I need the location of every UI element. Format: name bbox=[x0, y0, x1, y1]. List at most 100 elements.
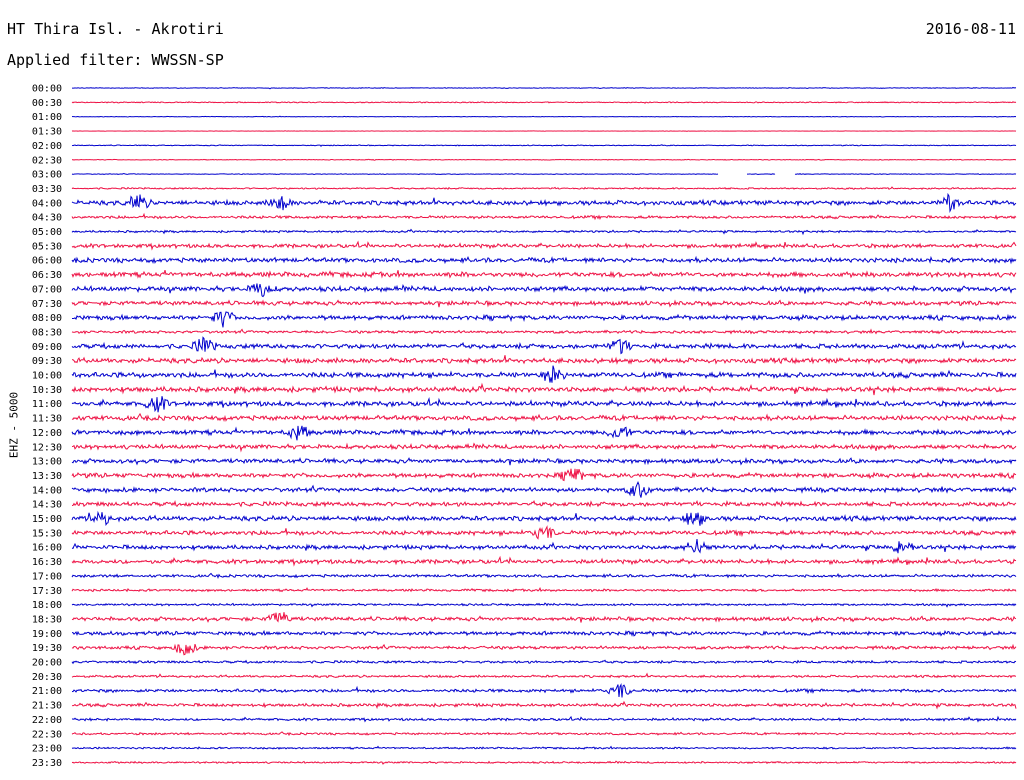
row-time-label: 03:00 bbox=[32, 170, 62, 181]
seismic-trace bbox=[71, 442, 1017, 453]
row-time-label: 12:00 bbox=[32, 428, 62, 439]
row-time-label: 03:30 bbox=[32, 184, 62, 195]
row-time-label: 11:30 bbox=[32, 414, 62, 425]
row-time-label: 21:30 bbox=[32, 701, 62, 712]
row-time-label: 01:00 bbox=[32, 112, 62, 123]
seismic-trace bbox=[71, 457, 1017, 466]
row-time-label: 22:30 bbox=[32, 729, 62, 740]
seismic-trace bbox=[71, 468, 1017, 482]
seismic-trace bbox=[71, 672, 1017, 679]
seismic-trace bbox=[71, 555, 1017, 567]
seismic-trace bbox=[71, 412, 1017, 423]
seismic-trace bbox=[71, 228, 1017, 236]
station-title: HT Thira Isl. - Akrotiri bbox=[7, 20, 224, 38]
seismic-trace bbox=[71, 538, 1017, 554]
row-time-label: 16:30 bbox=[32, 557, 62, 568]
row-time-label: 22:00 bbox=[32, 715, 62, 726]
seismic-trace bbox=[71, 115, 1017, 118]
row-time-label: 02:00 bbox=[32, 141, 62, 152]
seismic-trace bbox=[71, 715, 1017, 723]
seismic-trace bbox=[71, 365, 1017, 383]
seismic-trace bbox=[71, 700, 1017, 710]
seismic-trace bbox=[71, 158, 1017, 161]
seismic-trace bbox=[71, 186, 1017, 191]
row-time-label: 13:00 bbox=[32, 457, 62, 468]
row-time-label: 12:30 bbox=[32, 442, 62, 453]
row-time-label: 06:30 bbox=[32, 270, 62, 281]
row-time-label: 19:30 bbox=[32, 643, 62, 654]
seismic-trace bbox=[71, 525, 1017, 540]
row-time-label: 07:30 bbox=[32, 299, 62, 310]
seismic-trace bbox=[71, 130, 1017, 132]
seismic-trace bbox=[71, 299, 1017, 308]
row-time-label: 10:00 bbox=[32, 371, 62, 382]
seismic-trace bbox=[71, 396, 1017, 413]
row-time-label: 15:30 bbox=[32, 528, 62, 539]
seismic-trace bbox=[71, 311, 1017, 328]
row-time-label: 15:00 bbox=[32, 514, 62, 525]
seismic-trace bbox=[71, 101, 1017, 104]
seismic-trace bbox=[71, 336, 1017, 355]
seismic-trace bbox=[71, 355, 1017, 365]
row-time-label: 09:30 bbox=[32, 356, 62, 367]
row-time-label: 01:30 bbox=[32, 127, 62, 138]
row-time-label: 10:30 bbox=[32, 385, 62, 396]
row-time-label: 23:30 bbox=[32, 758, 62, 769]
seismic-trace bbox=[71, 572, 1017, 579]
seismic-trace bbox=[71, 144, 1017, 147]
row-time-label: 00:30 bbox=[32, 98, 62, 109]
seismic-trace bbox=[71, 587, 1017, 593]
row-time-label: 18:00 bbox=[32, 600, 62, 611]
row-time-label: 14:00 bbox=[32, 485, 62, 496]
row-time-label: 21:00 bbox=[32, 686, 62, 697]
row-time-label: 07:00 bbox=[32, 284, 62, 295]
seismic-trace bbox=[71, 172, 1017, 176]
seismic-trace bbox=[71, 255, 1017, 265]
seismic-trace bbox=[71, 760, 1017, 765]
row-time-label: 08:30 bbox=[32, 327, 62, 338]
row-time-label: 08:00 bbox=[32, 313, 62, 324]
seismic-trace bbox=[71, 499, 1017, 508]
seismic-trace bbox=[71, 745, 1017, 750]
row-time-label: 18:30 bbox=[32, 614, 62, 625]
filter-label: Applied filter: WWSSN-SP bbox=[7, 51, 224, 69]
seismic-trace bbox=[71, 425, 1017, 441]
record-date: 2016-08-11 bbox=[925, 20, 1016, 38]
seismic-trace bbox=[71, 659, 1017, 665]
row-time-label: 17:30 bbox=[32, 586, 62, 597]
row-time-label: 13:30 bbox=[32, 471, 62, 482]
seismic-trace bbox=[71, 510, 1017, 526]
seismic-trace bbox=[71, 629, 1017, 638]
row-time-label: 11:00 bbox=[32, 399, 62, 410]
row-time-label: 17:00 bbox=[32, 571, 62, 582]
seismic-trace bbox=[71, 682, 1017, 698]
row-time-label: 19:00 bbox=[32, 629, 62, 640]
row-time-label: 04:30 bbox=[32, 213, 62, 224]
row-time-label: 14:30 bbox=[32, 500, 62, 511]
seismic-trace bbox=[71, 481, 1017, 498]
seismic-trace bbox=[71, 212, 1017, 221]
seismic-trace bbox=[71, 192, 1017, 214]
row-time-label: 23:00 bbox=[32, 744, 62, 755]
seismic-trace bbox=[71, 328, 1017, 335]
seismic-trace bbox=[71, 602, 1017, 608]
row-time-label: 20:30 bbox=[32, 672, 62, 683]
row-time-label: 09:00 bbox=[32, 342, 62, 353]
seismic-trace bbox=[71, 612, 1017, 623]
seismic-trace bbox=[71, 86, 1017, 90]
seismic-trace bbox=[71, 643, 1017, 656]
seismic-trace bbox=[71, 270, 1017, 279]
row-time-label: 02:30 bbox=[32, 155, 62, 166]
seismic-trace bbox=[71, 283, 1017, 298]
seismic-trace bbox=[71, 731, 1017, 737]
row-time-label: 05:30 bbox=[32, 241, 62, 252]
row-time-label: 05:00 bbox=[32, 227, 62, 238]
row-time-label: 00:00 bbox=[32, 84, 62, 95]
row-time-label: 20:00 bbox=[32, 658, 62, 669]
seismic-trace bbox=[71, 382, 1017, 396]
row-time-label: 04:00 bbox=[32, 198, 62, 209]
row-time-label: 06:00 bbox=[32, 256, 62, 267]
seismic-trace bbox=[71, 240, 1017, 251]
row-time-label: 16:00 bbox=[32, 543, 62, 554]
